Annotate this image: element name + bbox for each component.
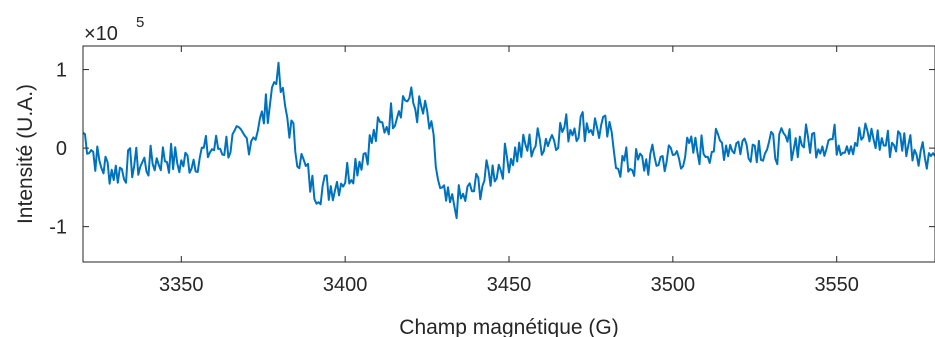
y-axis-exponent: ×10 5 [84,14,144,45]
y-axis-ticks: -1 0 1 [49,60,935,239]
y-tick-label: 0 [56,138,67,160]
x-tick-label: 3350 [159,274,204,296]
x-tick-label: 3550 [814,274,859,296]
y-tick-label: -1 [49,217,67,239]
x-axis-ticks: 3350 3400 3450 3500 3550 [159,46,859,296]
x-tick-label: 3450 [487,274,532,296]
series-line [83,61,935,220]
exponent-base: ×10 [84,23,118,45]
x-tick-label: 3400 [323,274,368,296]
plot-area [82,45,935,263]
x-axis-label: Champ magnétique (G) [399,316,618,337]
exponent-power: 5 [136,14,144,31]
x-tick-label: 3500 [651,274,696,296]
plot-background [83,46,935,262]
y-axis-label: Intensité (U.A.) [14,84,37,224]
y-tick-label: 1 [56,60,67,82]
data-layer [83,61,935,220]
